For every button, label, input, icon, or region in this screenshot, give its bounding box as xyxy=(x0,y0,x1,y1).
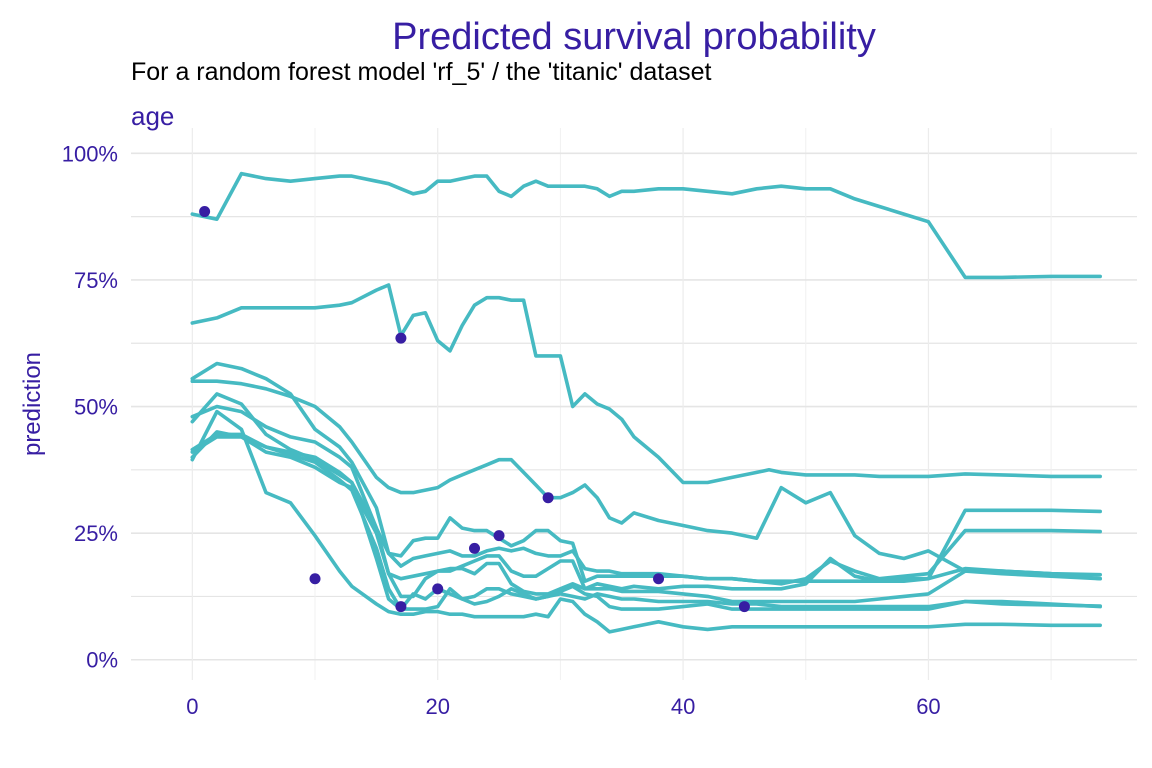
series-line-3 xyxy=(190,379,1102,581)
observation-points xyxy=(199,206,750,613)
x-axis-ticks: 0 20 40 60 xyxy=(186,694,940,719)
series-line-4 xyxy=(190,361,1102,583)
observation-point xyxy=(432,583,444,595)
y-tick-label: 50% xyxy=(74,395,118,420)
x-tick-label: 0 xyxy=(186,694,198,719)
facet-label: age xyxy=(131,101,174,131)
series-line-1 xyxy=(190,171,1102,280)
series-line-6 xyxy=(190,392,1102,591)
chart-subtitle: For a random forest model 'rf_5' / the '… xyxy=(131,58,712,86)
observation-point xyxy=(395,332,407,344)
y-tick-label: 0% xyxy=(86,648,118,673)
observation-point xyxy=(542,492,554,504)
observation-point xyxy=(469,542,481,554)
series-line-2 xyxy=(190,283,1102,485)
observation-point xyxy=(199,206,211,218)
x-tick-label: 20 xyxy=(425,694,449,719)
y-tick-label: 100% xyxy=(62,141,118,166)
series-line-10 xyxy=(190,409,1102,634)
series-lines xyxy=(190,171,1102,634)
x-tick-label: 60 xyxy=(916,694,940,719)
y-tick-label: 75% xyxy=(74,268,118,293)
grid xyxy=(131,128,1137,680)
observation-point xyxy=(395,601,407,613)
observation-point xyxy=(309,573,321,585)
y-tick-label: 25% xyxy=(74,521,118,546)
observation-point xyxy=(493,530,505,542)
series-line-8 xyxy=(190,430,1102,604)
chart-title: Predicted survival probability xyxy=(392,16,876,58)
observation-point xyxy=(738,601,750,613)
y-axis-title: prediction xyxy=(19,352,46,456)
x-tick-label: 40 xyxy=(671,694,695,719)
y-axis-ticks: 0% 25% 50% 75% 100% xyxy=(62,141,118,672)
series-line-9 xyxy=(190,432,1102,611)
observation-point xyxy=(653,573,665,585)
